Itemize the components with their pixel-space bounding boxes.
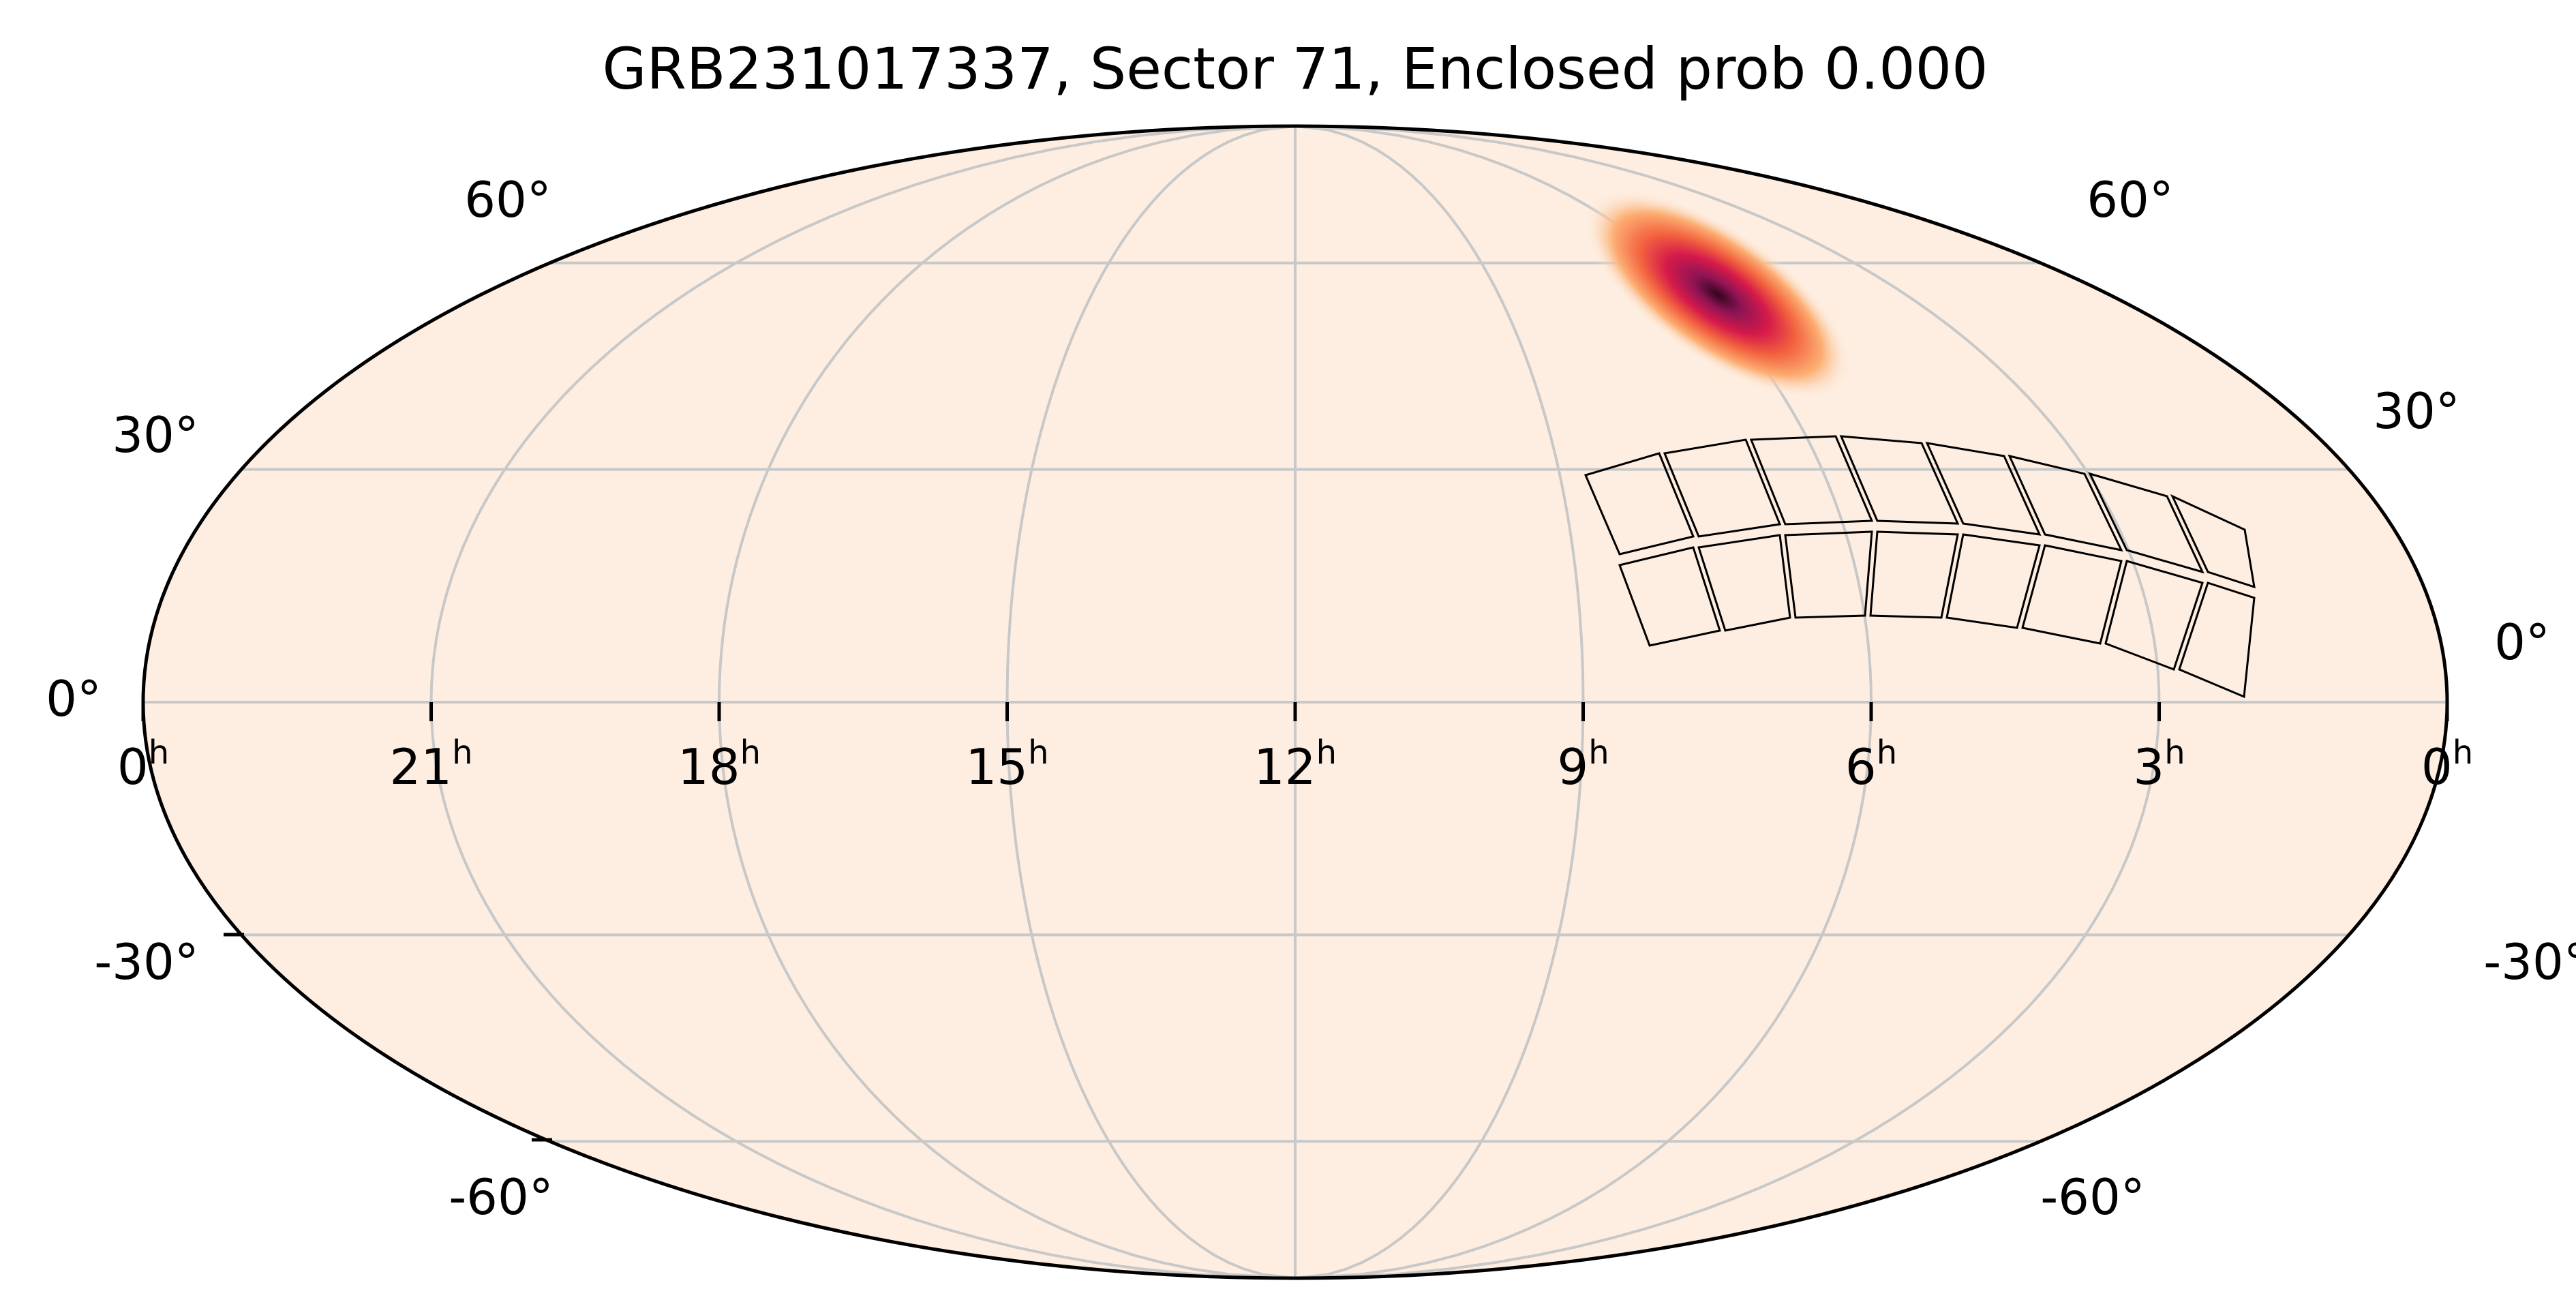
ccd-outline xyxy=(2007,454,2123,552)
dec-label-right: -60° xyxy=(2040,1168,2145,1226)
probability-region xyxy=(1584,190,1852,399)
ra-label: 12h xyxy=(1254,734,1337,796)
ra-label: 0h xyxy=(2421,734,2473,796)
ccd-outline xyxy=(1749,435,1874,526)
dec-labels: 60° 60° 30° 30° 0° 0° -30° -30° -60° -60° xyxy=(46,171,2576,1226)
ccd-outline xyxy=(2104,560,2204,671)
ccd-outline xyxy=(1584,452,1695,556)
dec-label-left: -30° xyxy=(94,933,199,991)
ra-label: 15h xyxy=(965,734,1048,796)
ccd-outline xyxy=(2021,544,2123,645)
dec-label-left: 0° xyxy=(46,670,102,727)
ra-labels: 0h 21h 18h 15h 12h 9h 6h 3h 0h xyxy=(117,734,2473,796)
ccd-outline xyxy=(1945,533,2041,629)
ccd-outline xyxy=(1618,546,1721,647)
ccd-outline xyxy=(1784,530,1873,619)
dec-label-left: 30° xyxy=(112,406,199,464)
ra-label: 21h xyxy=(389,734,472,796)
localization-blob xyxy=(1584,190,1852,399)
dec-label-right: 30° xyxy=(2373,382,2460,440)
dec-label-left: 60° xyxy=(464,171,551,228)
dec-label-left: -60° xyxy=(449,1168,554,1226)
ra-ticks xyxy=(141,702,2449,721)
ccd-outline xyxy=(1663,438,1782,538)
ra-label: 3h xyxy=(2133,734,2185,796)
dec-ticks xyxy=(224,933,552,1142)
ra-label: 9h xyxy=(1557,734,1609,796)
map-title: GRB231017337, Sector 71, Enclosed prob 0… xyxy=(602,35,1988,102)
dec-label-right: 0° xyxy=(2494,614,2550,671)
ccd-outline xyxy=(1697,534,1791,632)
ccd-outline xyxy=(2178,581,2256,699)
ccd-outline xyxy=(2088,472,2204,574)
dec-label-right: -30° xyxy=(2483,933,2576,991)
dec-label-right: 60° xyxy=(2087,171,2174,228)
tess-sector-footprint xyxy=(1584,435,2256,699)
ra-label: 18h xyxy=(678,734,761,796)
ccd-outline xyxy=(1925,442,2042,536)
ra-label: 0h xyxy=(117,734,169,796)
ra-label: 6h xyxy=(1845,734,1897,796)
ccd-outline xyxy=(1869,530,1959,619)
ccd-outline xyxy=(2170,494,2256,589)
ccd-outline xyxy=(1839,435,1960,525)
